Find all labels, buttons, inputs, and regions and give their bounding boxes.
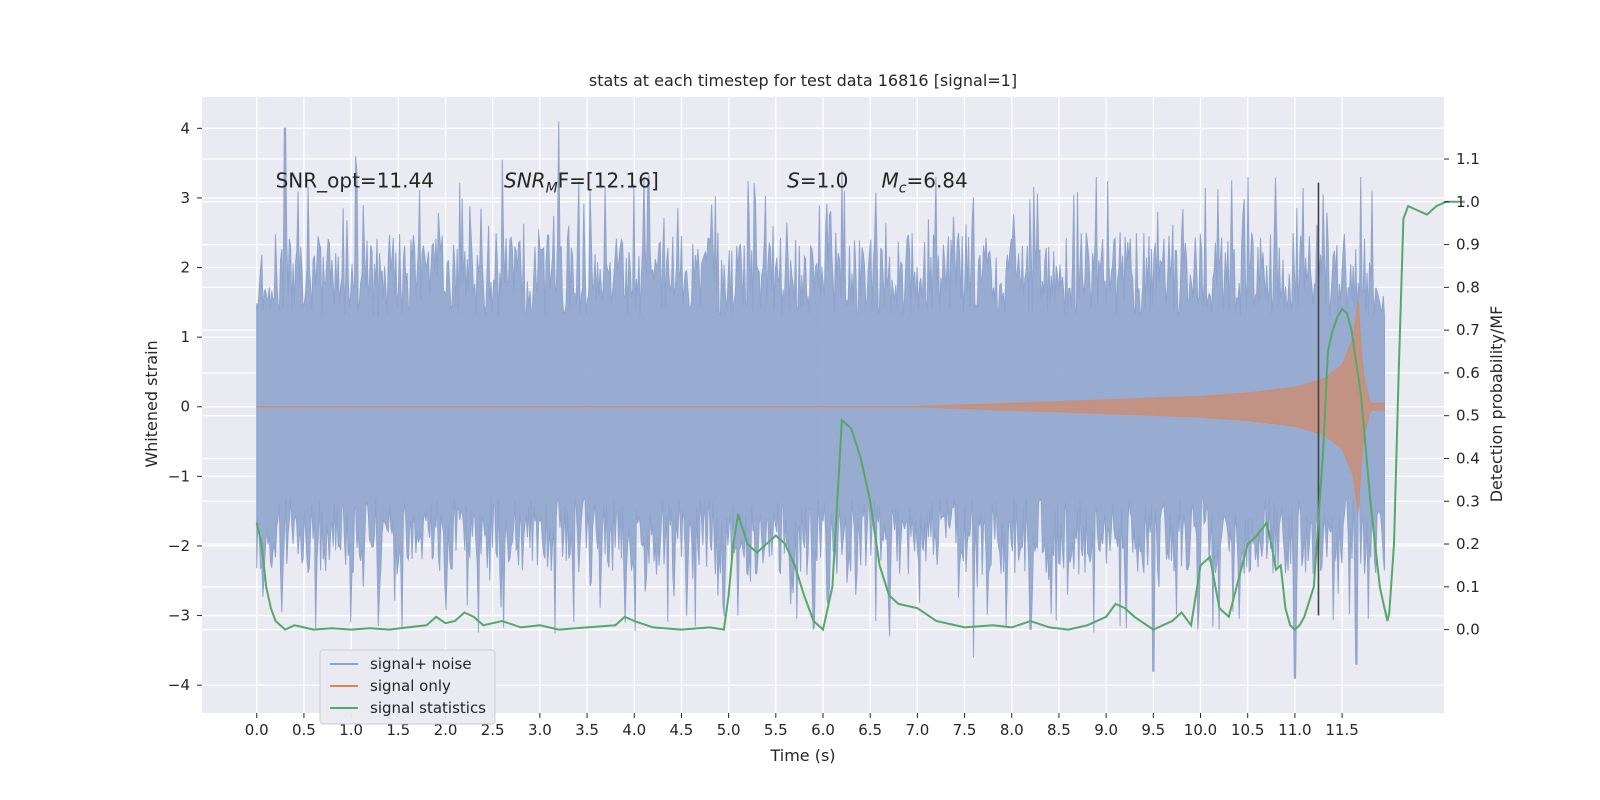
- x-tick-label: 11.5: [1325, 721, 1358, 739]
- x-tick-label: 1.5: [386, 721, 410, 739]
- y-tick-label-right: 0.0: [1456, 621, 1480, 639]
- y-tick-label-right: 0.8: [1456, 278, 1480, 296]
- y-axis-label-right: Detection probability/MF: [1487, 306, 1506, 503]
- x-tick-label: 4.0: [622, 721, 646, 739]
- x-tick-label: 6.5: [858, 721, 882, 739]
- annotation-symbol: S: [787, 169, 800, 193]
- annotation-snr_opt: SNR_opt=11.44: [276, 169, 434, 193]
- x-tick-label: 5.5: [764, 721, 788, 739]
- chart-title: stats at each timestep for test data 168…: [589, 71, 1017, 90]
- x-tick-label: 10.5: [1231, 721, 1264, 739]
- x-tick-label: 3.0: [528, 721, 552, 739]
- y-tick-label-right: 0.4: [1456, 449, 1480, 467]
- y-tick-label-right: 0.3: [1456, 492, 1480, 510]
- y-tick-label-right: 1.0: [1456, 193, 1480, 211]
- legend-label-signal: signal only: [370, 677, 451, 695]
- x-tick-label: 9.5: [1141, 721, 1165, 739]
- series-signal-statistics: [255, 200, 1465, 632]
- y-tick-label-left: −4: [168, 676, 190, 694]
- annotation-snr_mf: SNRMF=[12.16]: [504, 169, 659, 197]
- x-tick-label: 8.0: [1000, 721, 1024, 739]
- y-tick-label-right: 0.1: [1456, 578, 1480, 596]
- y-tick-label-right: 0.7: [1456, 321, 1480, 339]
- annotation-subscript: M: [546, 181, 558, 197]
- annotation-value: F=[12.16]: [558, 169, 659, 193]
- legend: signal+ noise signal only signal statist…: [319, 649, 496, 725]
- y-tick-label-left: −2: [168, 537, 190, 555]
- y-tick-label-right: 0.5: [1456, 407, 1480, 425]
- x-tick-label: 11.0: [1278, 721, 1311, 739]
- x-tick-label: 10.0: [1184, 721, 1217, 739]
- series-signal-plus-noise: [256, 121, 1385, 679]
- y-tick-label-left: 0: [180, 398, 190, 416]
- series-signal-only: [256, 300, 1385, 513]
- x-tick-label: 8.5: [1047, 721, 1071, 739]
- x-tick-label: 5.0: [717, 721, 741, 739]
- annotation-value: =1.0: [800, 169, 849, 193]
- y-tick-label-right: 1.1: [1456, 150, 1480, 168]
- y-tick-label-left: −1: [168, 467, 190, 485]
- annotation-s: S=1.0: [787, 169, 848, 193]
- x-tick-label: 6.0: [811, 721, 835, 739]
- y-tick-label-left: 2: [180, 259, 190, 277]
- x-tick-label: 7.0: [905, 721, 929, 739]
- x-tick-label: 1.0: [339, 721, 363, 739]
- x-axis-label: Time (s): [769, 746, 835, 765]
- x-tick-label: 0.5: [292, 721, 316, 739]
- y-axis-label-left: Whitened strain: [142, 340, 161, 467]
- x-tick-label: 2.5: [481, 721, 505, 739]
- legend-label-noise: signal+ noise: [370, 655, 472, 673]
- y-tick-label-right: 0.6: [1456, 364, 1480, 382]
- annotation-subscript: c: [899, 181, 907, 197]
- annotation-value: =6.84: [906, 169, 967, 193]
- legend-label-statistic: signal statistics: [370, 699, 486, 717]
- y-tick-label-left: 4: [180, 119, 190, 137]
- x-tick-label: 9.0: [1094, 721, 1118, 739]
- y-tick-label-right: 0.2: [1456, 535, 1480, 553]
- x-tick-label: 4.5: [670, 721, 694, 739]
- x-tick-label: 0.0: [245, 721, 269, 739]
- annotation-symbol: SNR: [504, 169, 546, 193]
- annotation-symbol: M: [882, 169, 899, 193]
- y-tick-label-left: 1: [180, 328, 190, 346]
- x-tick-label: 3.5: [575, 721, 599, 739]
- x-tick-label: 2.0: [434, 721, 458, 739]
- y-tick-label-right: 0.9: [1456, 236, 1480, 254]
- x-tick-label: 7.5: [953, 721, 977, 739]
- y-tick-label-left: 3: [180, 189, 190, 207]
- y-tick-label-left: −3: [168, 607, 190, 625]
- annotation-mc: Mc=6.84: [882, 169, 968, 197]
